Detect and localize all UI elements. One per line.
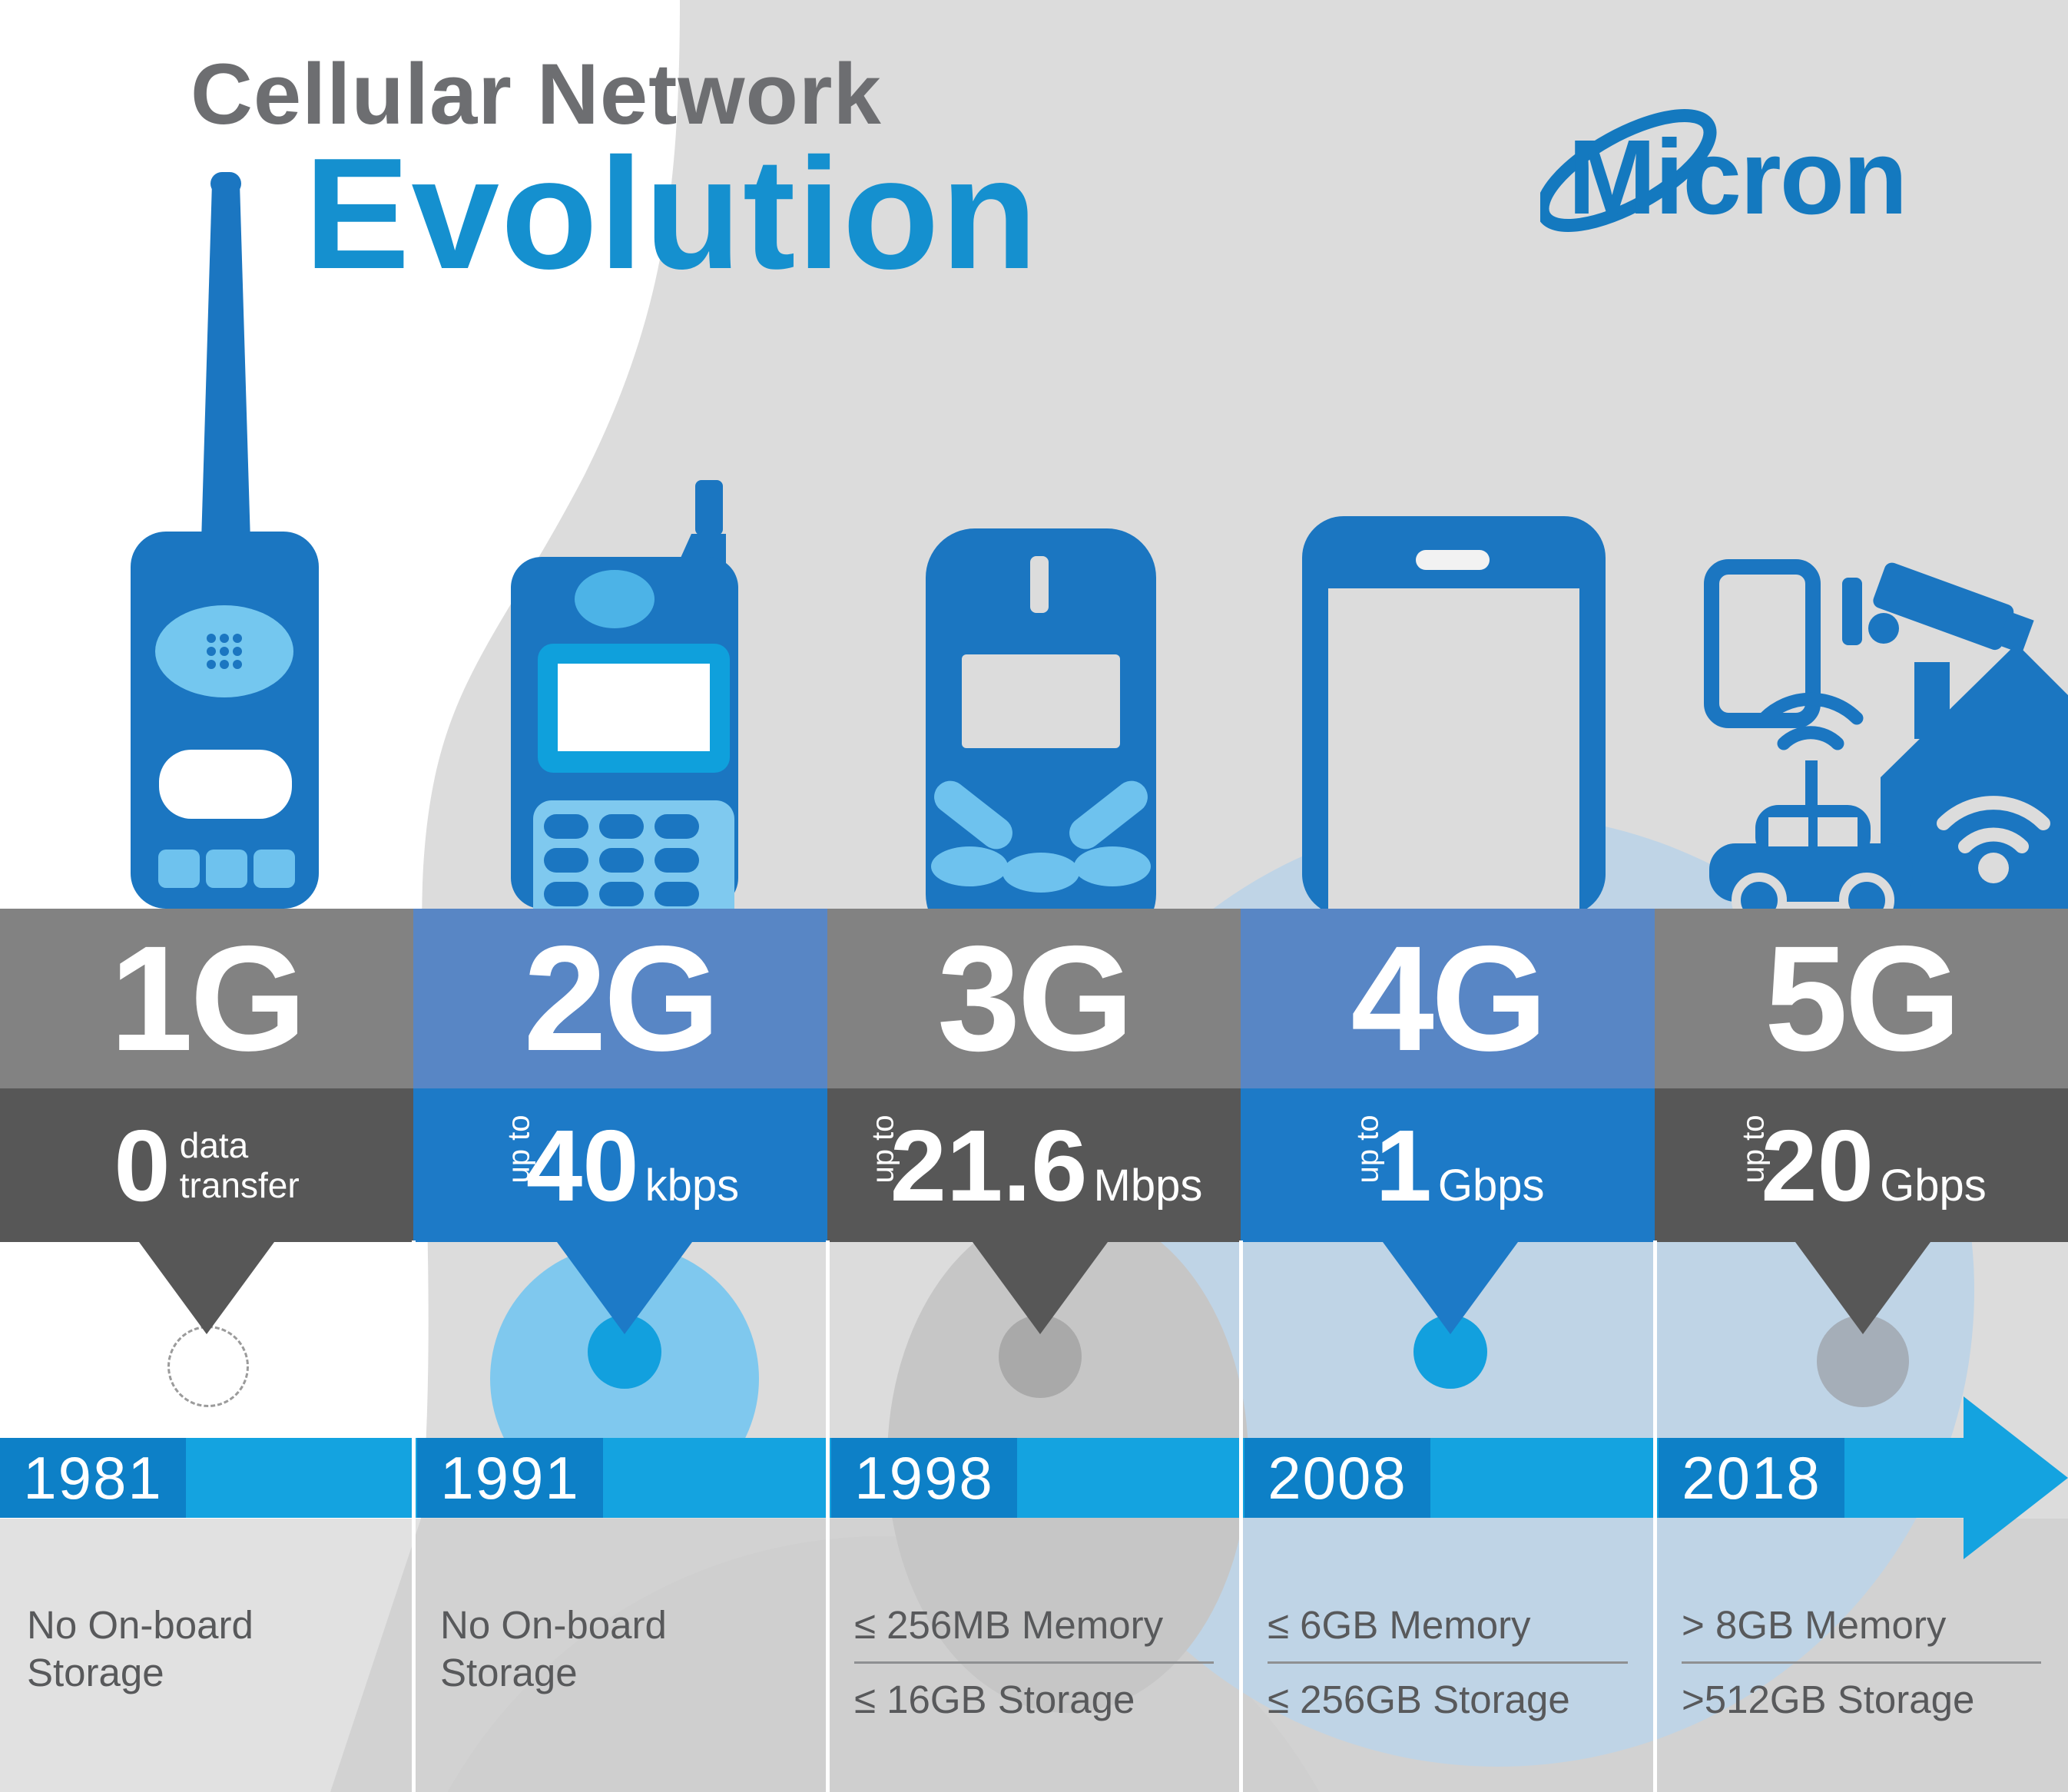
band-2g-label: 2G	[523, 915, 720, 1082]
band-4g-label: 4G	[1350, 915, 1547, 1082]
speed-2g-prefix: up to	[502, 1115, 536, 1183]
smart-home-icon	[1881, 644, 2068, 909]
speed-1g-unit-line2: transfer	[179, 1165, 300, 1205]
year-1g: 1981	[0, 1438, 186, 1518]
storage-3g-memory: ≤ 256MB Memory	[854, 1603, 1164, 1647]
storage-5g-memory: > 8GB Memory	[1682, 1603, 1947, 1647]
band-2g: 2G	[413, 909, 827, 1088]
speed-4g-prefix: up to	[1350, 1115, 1385, 1183]
brick-phone-icon	[131, 172, 319, 909]
micron-wordmark: Micron	[1568, 118, 1906, 237]
speed-3g: up to 21.6 Mbps	[827, 1088, 1241, 1242]
speed-4g-value: 1	[1375, 1108, 1432, 1222]
band-1g: 1G	[0, 909, 413, 1088]
storage-5g: > 8GB Memory >512GB Storage	[1682, 1602, 2041, 1724]
bottom-left-light-region	[0, 1519, 421, 1792]
year-3g: 1998	[831, 1438, 1017, 1518]
page-title: Cellular Network	[191, 46, 882, 142]
speed-5g-value: 20	[1761, 1108, 1874, 1222]
year-5g-label: 2018	[1682, 1443, 1821, 1512]
speed-2g-unit: kbps	[645, 1160, 740, 1211]
storage-2g-line2: Storage	[440, 1651, 578, 1694]
marker-1g-empty-icon	[167, 1326, 249, 1407]
column-divider	[412, 1240, 416, 1792]
device-icons	[131, 172, 2068, 909]
feature-phone-icon	[511, 480, 738, 909]
band-5g: 5G	[1655, 909, 2068, 1088]
pointer-3g-icon	[973, 1242, 1108, 1334]
year-1g-label: 1981	[23, 1443, 163, 1512]
pointer-1g-icon	[139, 1242, 274, 1334]
band-3g-label: 3G	[936, 915, 1134, 1082]
band-1g-label: 1G	[109, 915, 307, 1082]
page-title-highlight: Evolution	[304, 125, 1039, 302]
pointer-4g-icon	[1383, 1242, 1518, 1334]
storage-4g-memory: ≤ 6GB Memory	[1268, 1603, 1531, 1647]
candybar-phone-icon	[926, 528, 1156, 909]
speed-5g: up to 20 Gbps	[1655, 1088, 2068, 1242]
storage-5g-storage: >512GB Storage	[1682, 1678, 1975, 1721]
smartphone-icon	[1302, 516, 1606, 909]
storage-1g: No On-board Storage	[27, 1602, 386, 1697]
band-5g-label: 5G	[1764, 915, 1961, 1082]
storage-3g-divider	[854, 1661, 1214, 1664]
storage-1g-line2: Storage	[27, 1651, 164, 1694]
storage-4g: ≤ 6GB Memory ≤ 256GB Storage	[1268, 1602, 1628, 1724]
column-divider	[1653, 1240, 1657, 1792]
year-2g-label: 1991	[440, 1443, 580, 1512]
column-divider	[826, 1240, 830, 1792]
iot-devices-icon	[1704, 559, 2068, 909]
micron-logo: Micron	[1540, 108, 1907, 237]
connected-car-icon	[1709, 692, 1913, 909]
security-camera-icon	[1873, 562, 2034, 654]
storage-4g-storage: ≤ 256GB Storage	[1268, 1678, 1570, 1721]
speed-2g: up to 40 kbps	[413, 1088, 827, 1242]
pointer-5g-icon	[1795, 1242, 1930, 1334]
year-5g: 2018	[1659, 1438, 1844, 1518]
pointer-2g-icon	[557, 1242, 692, 1334]
timeline-arrow-icon	[1964, 1396, 2068, 1559]
micron-orbit-icon	[1540, 108, 1717, 233]
speed-1g-unit-line1: data	[179, 1125, 249, 1165]
speed-1g-value: 0	[114, 1108, 171, 1222]
speed-5g-unit: Gbps	[1880, 1160, 1987, 1211]
storage-3g: ≤ 256MB Memory ≤ 16GB Storage	[854, 1602, 1214, 1724]
storage-1g-line1: No On-board	[27, 1603, 254, 1647]
year-4g-label: 2008	[1268, 1443, 1407, 1512]
speed-3g-prefix: up to	[866, 1115, 900, 1183]
speed-4g: up to 1 Gbps	[1241, 1088, 1655, 1242]
speed-1g: 0 data transfer	[0, 1088, 413, 1242]
storage-2g: No On-board Storage	[440, 1602, 800, 1697]
speed-2g-value: 40	[525, 1108, 639, 1222]
storage-5g-divider	[1682, 1661, 2041, 1664]
speed-3g-unit: Mbps	[1093, 1160, 1203, 1211]
band-3g: 3G	[827, 909, 1241, 1088]
band-4g: 4G	[1241, 909, 1655, 1088]
storage-3g-storage: ≤ 16GB Storage	[854, 1678, 1135, 1721]
speed-1g-unit: data transfer	[180, 1125, 300, 1205]
storage-4g-divider	[1268, 1661, 1628, 1664]
speed-3g-value: 21.6	[890, 1108, 1088, 1222]
speed-5g-prefix: up to	[1736, 1115, 1771, 1183]
speed-4g-unit: Gbps	[1437, 1160, 1545, 1211]
year-4g: 2008	[1244, 1438, 1430, 1518]
year-2g: 1991	[417, 1438, 603, 1518]
storage-2g-line1: No On-board	[440, 1603, 667, 1647]
column-divider	[1239, 1240, 1243, 1792]
year-3g-label: 1998	[854, 1443, 994, 1512]
